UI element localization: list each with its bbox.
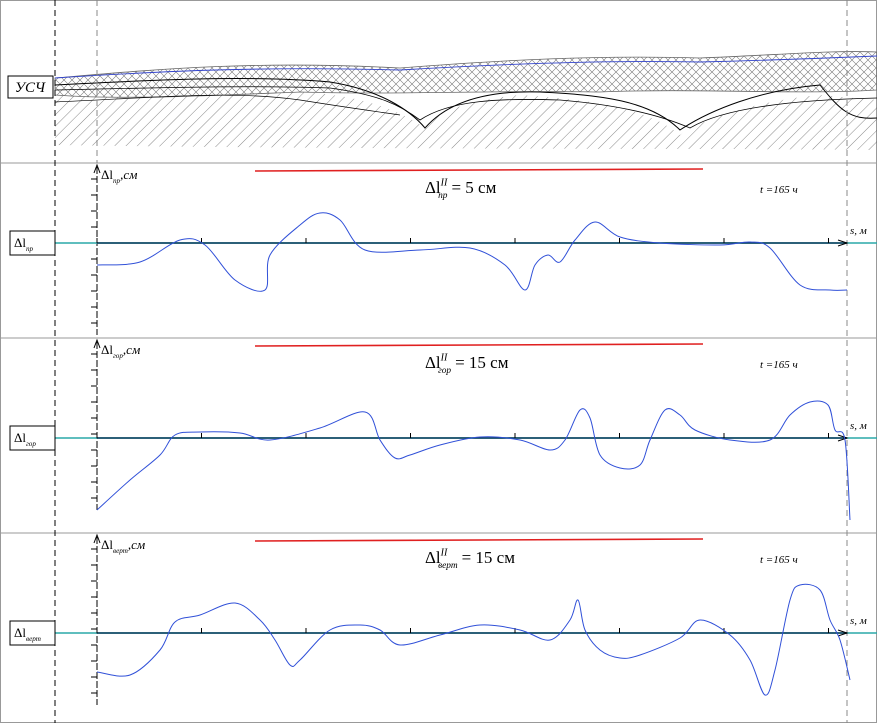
row-label-box xyxy=(9,425,56,451)
limit-value: = 15 см xyxy=(462,548,516,567)
superscript: II xyxy=(440,352,448,363)
time-label: t =165 ч xyxy=(760,554,798,566)
symbol: Δl xyxy=(425,353,441,372)
section-label-box xyxy=(7,75,54,99)
x-axis-label: s, м xyxy=(850,615,867,627)
limit-line xyxy=(254,343,704,347)
deformation-curve xyxy=(96,583,851,696)
limit-label: ΔlII пр = 5 см xyxy=(425,177,497,201)
unit: ,см xyxy=(128,537,145,552)
symbol: Δl xyxy=(14,430,26,445)
time-label: t =165 ч xyxy=(760,359,798,371)
superscript: II xyxy=(440,177,448,188)
unit: ,см xyxy=(123,342,140,357)
subscript: пр xyxy=(438,191,448,201)
deformation-panel: t =165 ч s, м xyxy=(9,338,877,521)
row-label: Δlверт xyxy=(14,625,41,643)
baseline-arrow xyxy=(837,629,849,637)
subscript: верт xyxy=(438,561,458,571)
limit-line xyxy=(254,538,704,542)
row-label-box xyxy=(9,620,56,646)
x-axis-label: s, м xyxy=(850,420,867,432)
axis-arrow xyxy=(93,533,101,544)
subscript: гор xyxy=(113,352,123,360)
deformation-panel: t =165 ч s, м xyxy=(9,163,877,335)
row-label: Δlгор xyxy=(14,430,36,448)
deformation-curve xyxy=(96,212,848,292)
unit: ,см xyxy=(120,167,137,182)
symbol: Δl xyxy=(101,167,113,182)
time-label: t =165 ч xyxy=(760,184,798,196)
subscript: гор xyxy=(438,366,451,376)
deformation-panel: t =165 ч s, м xyxy=(9,533,877,705)
symbol: Δl xyxy=(425,178,441,197)
axis-arrow xyxy=(93,163,101,174)
symbol: Δl xyxy=(101,537,113,552)
axis-label: Δlгор,см xyxy=(101,342,140,360)
section-label: УСЧ xyxy=(15,80,47,96)
limit-line xyxy=(254,168,704,172)
limit-value: = 5 см xyxy=(451,178,496,197)
axis-label: Δlпр,см xyxy=(101,167,137,185)
subscript: пр xyxy=(113,177,121,185)
symbol: Δl xyxy=(425,548,441,567)
limit-label: ΔlII гор = 15 см xyxy=(425,352,509,376)
limit-value: = 15 см xyxy=(455,353,509,372)
subscript: верт xyxy=(113,547,128,555)
row-label-box xyxy=(9,230,56,256)
superscript: II xyxy=(440,547,448,558)
geology-section xyxy=(54,51,877,150)
symbol: Δl xyxy=(14,625,26,640)
baseline-arrow xyxy=(837,434,849,442)
deformation-curve xyxy=(96,400,851,521)
x-axis-label: s, м xyxy=(850,225,867,237)
symbol: Δl xyxy=(101,342,113,357)
baseline-arrow xyxy=(837,239,849,247)
symbol: Δl xyxy=(14,235,26,250)
axis-arrow xyxy=(93,338,101,349)
subscript: верт xyxy=(26,635,41,643)
row-label: Δlпр xyxy=(14,235,34,253)
subscript: пр xyxy=(26,245,34,253)
axis-label: Δlверт,см xyxy=(101,537,145,555)
limit-label: ΔlII верт = 15 см xyxy=(425,547,515,571)
subscript: гор xyxy=(26,440,36,448)
